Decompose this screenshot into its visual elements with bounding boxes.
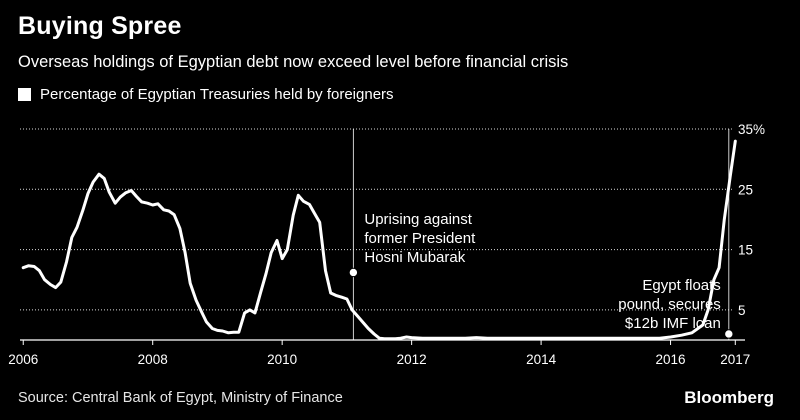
annotation-marker xyxy=(348,267,359,278)
legend-label: Percentage of Egyptian Treasuries held b… xyxy=(40,86,394,103)
bloomberg-logo: Bloomberg xyxy=(684,388,774,407)
y-tick-label: 15 xyxy=(738,243,753,258)
legend-swatch xyxy=(18,88,31,101)
x-tick-label: 2008 xyxy=(138,352,168,367)
y-tick-label: 5 xyxy=(738,303,746,318)
annotation-text: Uprising against xyxy=(364,211,472,228)
series-line xyxy=(21,139,737,341)
annotations: Uprising against former President Hosni Mu… xyxy=(352,129,730,340)
x-tick-label: 2014 xyxy=(526,352,557,367)
series xyxy=(21,139,737,341)
x-tick-label: 2010 xyxy=(267,352,297,367)
tick-labels: 5 15 25 35% 2006 2008 2010 2012 2014 2016 2017 xyxy=(8,122,765,367)
legend: Percentage of Egyptian Treasuries held b… xyxy=(18,86,394,103)
x-tick-label: 2016 xyxy=(656,352,686,367)
gridlines xyxy=(20,128,733,311)
y-tick-label: 25 xyxy=(738,182,753,197)
source-note: Source: Central Bank of Egypt, Ministry … xyxy=(18,390,343,406)
annotation-marker xyxy=(724,329,734,339)
y-tick-label: 35% xyxy=(738,122,765,137)
chart-subtitle: Overseas holdings of Egyptian debt now e… xyxy=(18,53,569,71)
annotation-text: former President xyxy=(364,230,476,247)
annotation-text: pound, secures xyxy=(618,296,721,313)
x-tick-label: 2012 xyxy=(397,352,427,367)
annotation-text: Egypt floats xyxy=(642,277,720,294)
x-tick-label: 2006 xyxy=(8,352,38,367)
annotation-text: Hosni Mubarak xyxy=(364,249,465,266)
axes xyxy=(20,339,745,345)
chart-title: Buying Spree xyxy=(18,12,182,40)
x-tick-label: 2017 xyxy=(720,352,750,367)
